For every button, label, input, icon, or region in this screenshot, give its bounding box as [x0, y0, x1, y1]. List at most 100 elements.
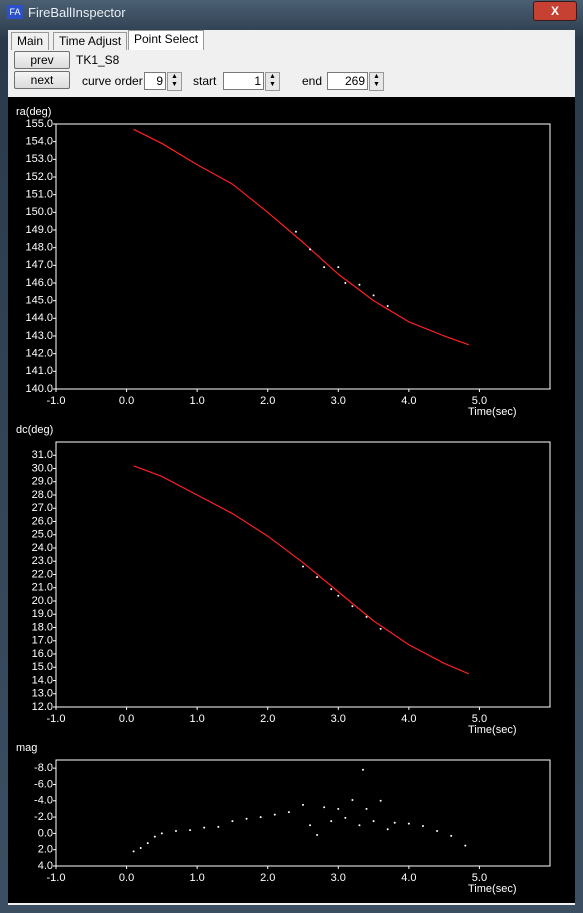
- plot-frame: [55, 123, 551, 390]
- y-tick-label: -2.0: [34, 811, 53, 823]
- window-title: FireBallInspector: [28, 5, 126, 20]
- data-point: [393, 821, 396, 824]
- data-point: [344, 816, 347, 819]
- spin-arrows[interactable]: ▲ ▼: [369, 72, 384, 91]
- data-point: [323, 266, 326, 269]
- data-point: [358, 824, 361, 827]
- data-point: [309, 248, 312, 251]
- data-point: [365, 615, 368, 618]
- x-tick-label: 2.0: [260, 395, 275, 407]
- data-point: [386, 828, 389, 831]
- plot-frame: [55, 759, 551, 867]
- data-point: [153, 835, 156, 838]
- data-point: [365, 807, 368, 810]
- label: start: [193, 74, 217, 88]
- spin-input[interactable]: 269: [327, 72, 368, 90]
- data-point: [330, 588, 333, 591]
- spin-input[interactable]: 9: [144, 72, 166, 90]
- y-tick-label: 14.0: [32, 674, 53, 686]
- tab[interactable]: Time Adjust: [53, 32, 128, 50]
- x-tick-label: 1.0: [189, 395, 204, 407]
- y-tick-label: 146.0: [25, 277, 53, 289]
- y-tick-label: 141.0: [25, 365, 53, 377]
- y-tick-label: 28.0: [32, 489, 53, 501]
- x-tick-label: 0.0: [119, 395, 134, 407]
- data-point: [421, 825, 424, 828]
- data-point: [379, 627, 382, 630]
- tab[interactable]: Main: [11, 32, 50, 50]
- y-tick-label: 21.0: [32, 582, 53, 594]
- x-tick-label: 2.0: [260, 872, 275, 884]
- data-point: [217, 825, 220, 828]
- x-tick-label: 0.0: [119, 872, 134, 884]
- label: end: [302, 74, 323, 88]
- tab-active[interactable]: Point Select: [128, 30, 205, 50]
- y-tick-label: 25.0: [32, 529, 53, 541]
- data-point: [302, 565, 304, 568]
- data-point: [337, 594, 340, 597]
- data-point: [302, 803, 304, 806]
- y-tick-label: 150.0: [25, 206, 53, 218]
- y-tick-label: 154.0: [25, 136, 53, 148]
- spin-arrows[interactable]: ▲ ▼: [167, 72, 182, 91]
- x-tick-label: -1.0: [47, 713, 66, 725]
- y-tick-label: 30.0: [32, 462, 53, 474]
- y-tick-label: 144.0: [25, 312, 53, 324]
- y-tick-label: 153.0: [25, 153, 53, 165]
- y-tick-label: 145.0: [25, 295, 53, 307]
- y-tick-label: 23.0: [32, 555, 53, 567]
- label: curve order: [82, 74, 143, 88]
- data-point: [351, 605, 354, 608]
- data-point: [309, 824, 312, 827]
- data-point: [316, 834, 319, 837]
- data-point: [379, 799, 382, 802]
- data-point: [436, 829, 439, 832]
- x-tick-label: 2.0: [260, 713, 275, 725]
- data-point: [323, 806, 326, 809]
- data-point: [189, 829, 192, 832]
- y-tick-label: -8.0: [34, 762, 53, 774]
- prev-button[interactable]: prev: [14, 51, 70, 69]
- data-point: [203, 826, 206, 829]
- data-point: [464, 844, 467, 847]
- y-axis-label: mag: [16, 742, 37, 754]
- y-tick-label: 142.0: [25, 348, 53, 360]
- x-tick-label: 5.0: [472, 395, 487, 407]
- next-button[interactable]: next: [14, 71, 70, 89]
- panel-background: [8, 97, 575, 903]
- x-tick-label: 3.0: [331, 395, 346, 407]
- data-point: [407, 822, 410, 825]
- x-tick-label: 4.0: [401, 713, 416, 725]
- y-tick-label: 15.0: [32, 661, 53, 673]
- spin-arrows[interactable]: ▲ ▼: [265, 72, 280, 91]
- y-tick-label: 16.0: [32, 648, 53, 660]
- y-tick-label: 19.0: [32, 608, 53, 620]
- x-tick-label: 0.0: [119, 713, 134, 725]
- x-tick-label: -1.0: [47, 395, 66, 407]
- y-tick-label: -6.0: [34, 778, 53, 790]
- close-button[interactable]: X: [533, 1, 577, 21]
- data-point: [337, 266, 340, 269]
- x-axis-label: Time(sec): [468, 883, 516, 895]
- x-tick-label: 4.0: [401, 872, 416, 884]
- y-tick-label: 149.0: [25, 224, 53, 236]
- fit-curve: [133, 128, 470, 346]
- y-tick-label: 22.0: [32, 568, 53, 580]
- data-point: [386, 304, 389, 307]
- data-point: [231, 820, 234, 823]
- data-point: [316, 576, 319, 579]
- data-point: [358, 283, 361, 286]
- spin-input[interactable]: 1: [223, 72, 264, 90]
- y-tick-label: 24.0: [32, 542, 53, 554]
- y-tick-label: 4.0: [38, 860, 53, 872]
- data-point: [174, 829, 177, 832]
- x-tick-label: 5.0: [472, 872, 487, 884]
- x-tick-label: 1.0: [189, 713, 204, 725]
- data-point: [132, 850, 135, 853]
- app-icon: FA: [7, 5, 23, 19]
- data-point: [139, 847, 142, 850]
- track-name: TK1_S8: [76, 53, 120, 67]
- data-point: [287, 811, 290, 814]
- data-point: [361, 768, 364, 771]
